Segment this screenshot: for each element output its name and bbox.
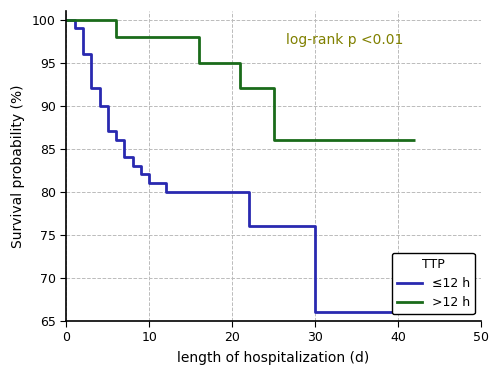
Legend: ≤12 h, >12 h: ≤12 h, >12 h bbox=[392, 253, 474, 314]
X-axis label: length of hospitalization (d): length of hospitalization (d) bbox=[178, 351, 370, 365]
Y-axis label: Survival probability (%): Survival probability (%) bbox=[11, 84, 25, 247]
Text: log-rank p <0.01: log-rank p <0.01 bbox=[286, 33, 404, 47]
